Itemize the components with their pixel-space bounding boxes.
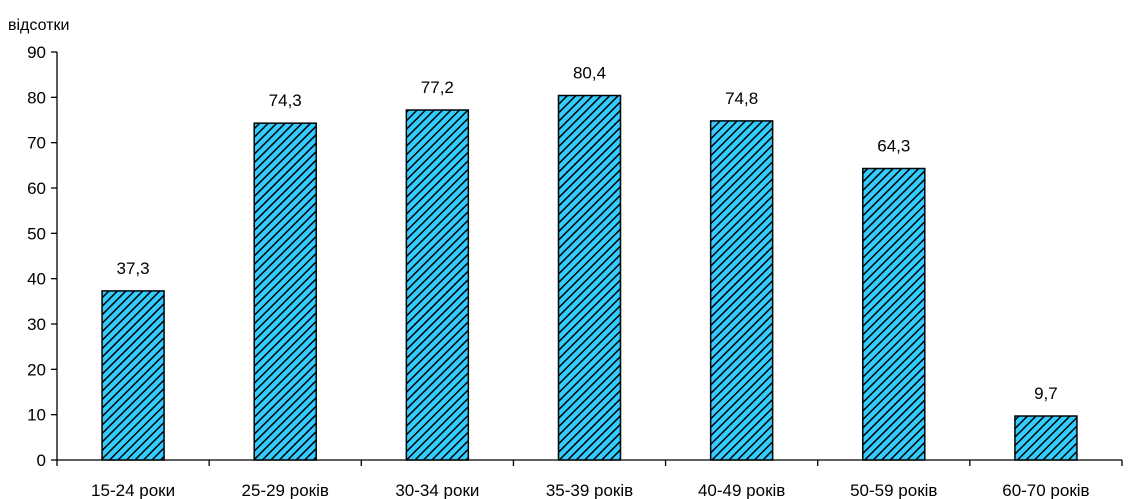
bar-6 xyxy=(862,167,926,461)
y-tick-label: 70 xyxy=(27,134,46,153)
value-labels: 37,3 74,3 77,2 80,4 74,8 64,3 9,7 xyxy=(117,64,1058,404)
bar-7 xyxy=(1014,415,1078,461)
y-tick-label: 80 xyxy=(27,88,46,107)
value-label-3: 77,2 xyxy=(421,78,454,97)
value-label-6: 64,3 xyxy=(877,137,910,156)
value-label-2: 74,3 xyxy=(269,91,302,110)
bar-1 xyxy=(101,290,165,461)
x-category-label-5: 40-49 років xyxy=(698,481,785,499)
x-category-label-2: 25-29 років xyxy=(242,481,329,499)
bars xyxy=(101,94,1078,461)
x-category-label-4: 35-39 років xyxy=(546,481,633,499)
bar-5 xyxy=(709,120,774,461)
y-tick-label: 30 xyxy=(27,315,46,334)
value-label-7: 9,7 xyxy=(1034,384,1058,403)
x-axis: 15-24 роки 25-29 років 30-34 роки 35-39 рок… xyxy=(56,459,1123,499)
y-tick-label: 50 xyxy=(27,224,46,243)
value-label-1: 37,3 xyxy=(117,259,150,278)
x-category-label-7: 60-70 років xyxy=(1002,481,1089,499)
y-unit-label: відсотки xyxy=(8,17,69,34)
bar-2 xyxy=(253,122,317,461)
y-axis: 0 10 20 30 40 50 60 70 80 90 xyxy=(27,43,58,470)
y-tick-label: 90 xyxy=(27,43,46,62)
y-tick-label: 60 xyxy=(27,179,46,198)
value-label-5: 74,8 xyxy=(725,89,758,108)
x-category-label-3: 30-34 роки xyxy=(395,481,479,499)
bar-3 xyxy=(405,109,470,461)
y-tick-label: 20 xyxy=(27,360,46,379)
x-category-label-1: 15-24 роки xyxy=(91,481,175,499)
y-tick-label: 0 xyxy=(37,451,46,470)
x-category-label-6: 50-59 років xyxy=(850,481,937,499)
y-tick-label: 10 xyxy=(27,406,46,425)
y-tick-label: 40 xyxy=(27,270,46,289)
bar-4 xyxy=(557,94,622,461)
value-label-4: 80,4 xyxy=(573,64,606,83)
